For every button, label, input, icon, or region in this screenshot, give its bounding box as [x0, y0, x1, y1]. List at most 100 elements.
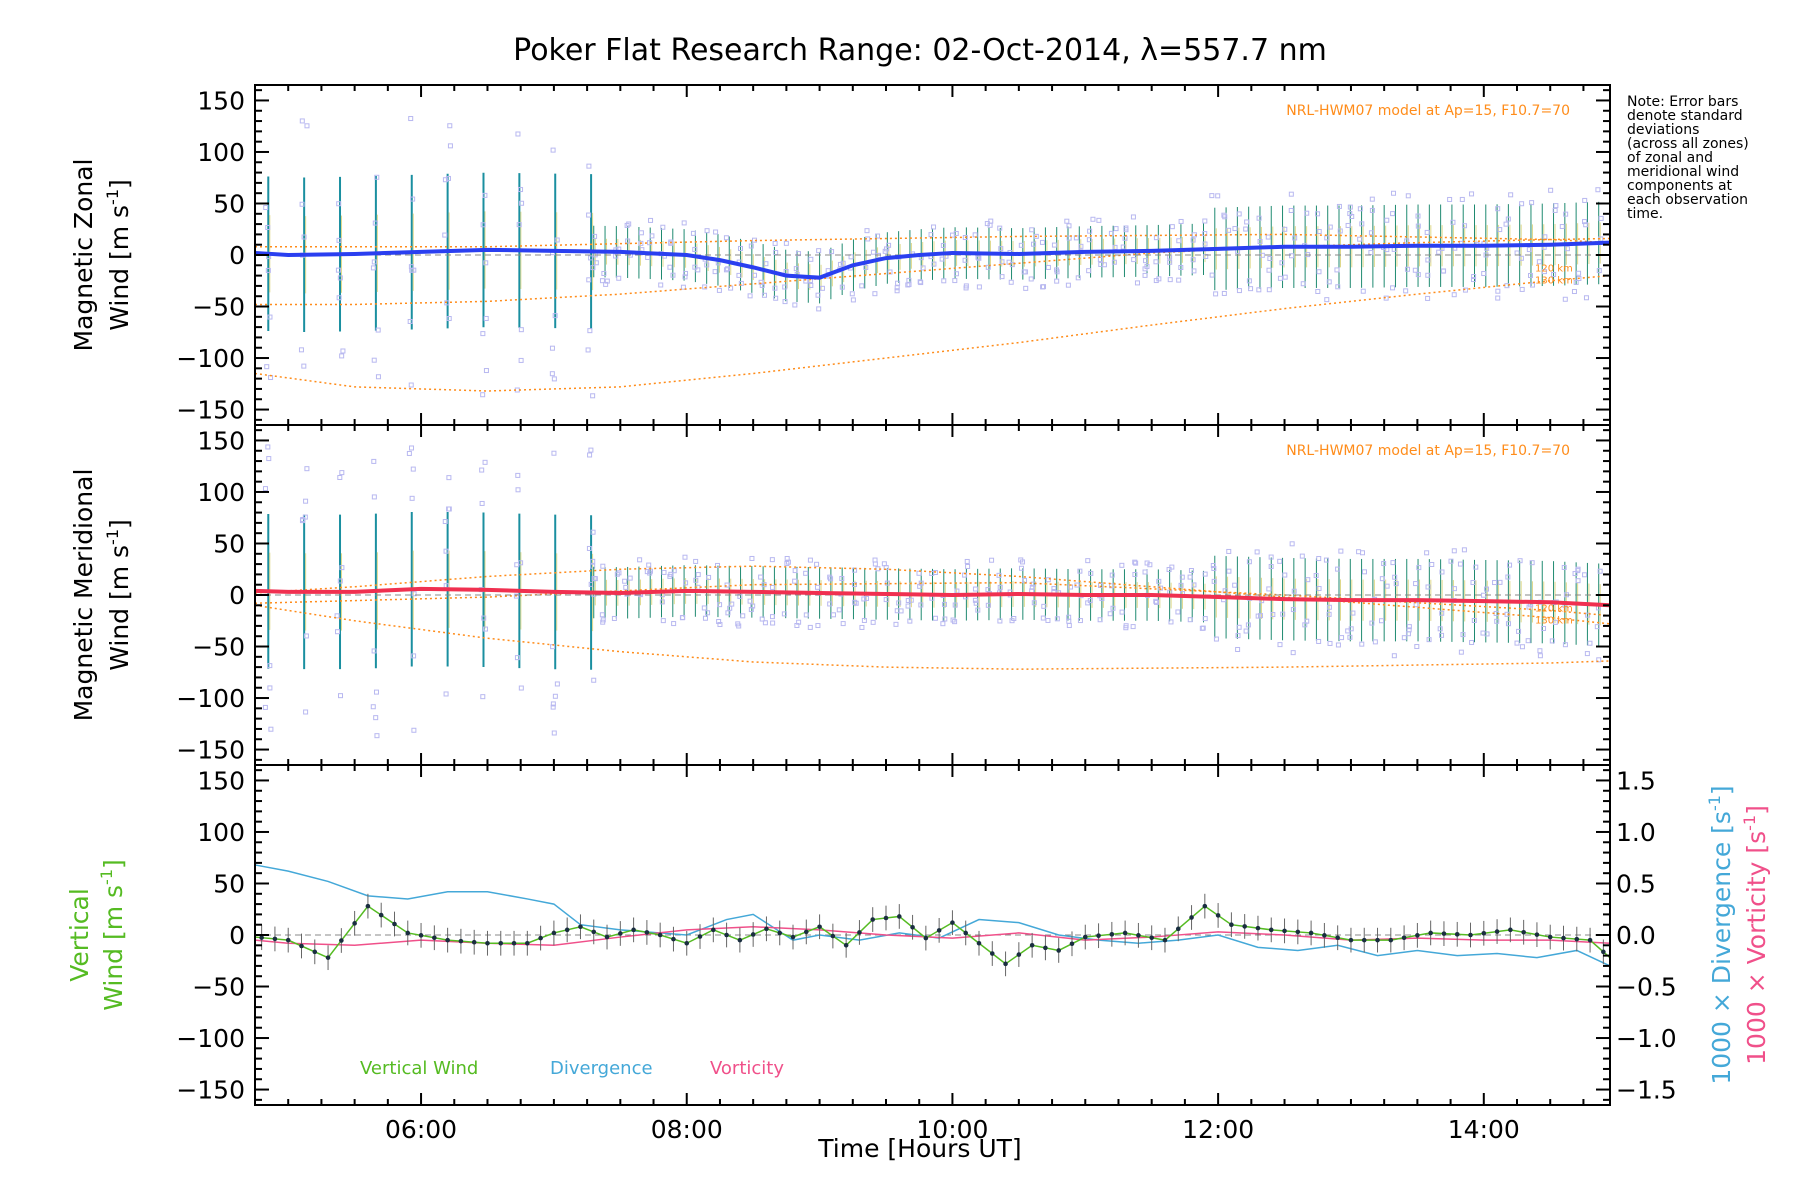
zone-sample-point	[1179, 574, 1185, 580]
zone-sample-point	[1097, 617, 1103, 623]
zone-sample-point	[1156, 276, 1162, 282]
zone-sample-point	[1199, 625, 1205, 631]
vertical-wind-point	[485, 940, 490, 946]
zone-sample-point	[1361, 569, 1367, 575]
zone-sample-point	[549, 345, 555, 351]
zone-sample-point	[781, 611, 787, 617]
zone-sample-point	[1040, 284, 1046, 290]
y-tick-label: −100	[176, 344, 245, 373]
zone-sample-point	[976, 255, 982, 261]
y-tick-label: 100	[197, 138, 245, 167]
zone-sample-point	[1368, 230, 1374, 236]
zone-sample-point	[1347, 204, 1353, 210]
zone-sample-point	[586, 163, 592, 169]
zone-sample-point	[713, 229, 719, 235]
zone-sample-point	[1597, 568, 1603, 574]
zone-sample-point	[996, 572, 1002, 578]
zone-sample-point	[1176, 277, 1182, 283]
zone-sample-point	[1215, 193, 1221, 199]
zone-sample-point	[446, 316, 452, 322]
zone-sample-point	[406, 450, 412, 456]
zone-sample-point	[898, 608, 904, 614]
zone-sample-point	[1096, 217, 1102, 223]
zone-sample-point	[586, 545, 592, 551]
legend-entry: Vorticity	[710, 1058, 784, 1079]
zone-sample-point	[1335, 284, 1341, 290]
zone-sample-point	[443, 548, 449, 554]
zone-sample-point	[551, 450, 557, 456]
zone-sample-point	[1537, 653, 1543, 659]
zone-sample-point	[586, 277, 592, 283]
zone-sample-point	[340, 348, 346, 354]
zone-sample-point	[1176, 238, 1182, 244]
zone-sample-point	[336, 201, 342, 207]
zone-sample-point	[264, 364, 270, 370]
y-axis-label-bracket: ]	[105, 519, 134, 529]
zone-sample-point	[592, 233, 598, 239]
zone-sample-point	[949, 232, 955, 238]
vertical-wind-point	[405, 930, 411, 936]
zone-sample-point	[515, 131, 521, 137]
zone-sample-point	[1292, 235, 1298, 241]
zone-sample-point	[1582, 219, 1588, 225]
model-curve	[255, 233, 1611, 248]
zone-sample-point	[268, 726, 274, 732]
zone-sample-point	[552, 693, 558, 699]
zone-sample-point	[1559, 224, 1565, 230]
zone-sample-point	[1202, 571, 1208, 577]
zone-sample-point	[905, 282, 911, 288]
y-tick-label: −50	[192, 973, 245, 1002]
zone-sample-point	[997, 225, 1003, 231]
zone-sample-point	[715, 562, 721, 568]
zone-sample-point	[1031, 241, 1037, 247]
zone-sample-point	[952, 619, 958, 625]
zone-sample-point	[1459, 196, 1465, 202]
zone-sample-point	[1134, 280, 1140, 286]
zone-sample-point	[1039, 239, 1045, 245]
y-axis-label-bracket: ]	[105, 179, 134, 189]
zone-sample-point	[1471, 274, 1477, 280]
zone-sample-point	[829, 249, 835, 255]
axes-layer	[254, 84, 1611, 1106]
zone-sample-point	[907, 618, 913, 624]
y-tick-label: 0	[229, 581, 245, 610]
vorticity-line	[254, 926, 1611, 947]
vertical-wind-point	[418, 933, 424, 938]
zone-sample-point	[1336, 203, 1342, 209]
zone-sample-point	[624, 222, 630, 228]
zone-sample-point	[1167, 277, 1173, 283]
zone-sample-point	[371, 259, 377, 265]
zone-sample-point	[335, 629, 341, 635]
zone-sample-point	[480, 694, 486, 700]
zone-sample-point	[1596, 268, 1602, 274]
zone-sample-point	[737, 593, 743, 599]
zone-sample-point	[906, 277, 912, 283]
zone-sample-point	[1077, 568, 1083, 574]
zone-sample-point	[1282, 274, 1288, 280]
zone-sample-point	[815, 292, 821, 298]
x-tick-label: 06:00	[385, 1115, 457, 1144]
zone-sample-point	[1142, 569, 1148, 575]
vertical-wind-point	[764, 926, 769, 932]
vertical-wind-point	[1043, 945, 1048, 951]
zone-sample-point	[482, 459, 488, 465]
zone-sample-point	[894, 285, 900, 291]
altitude-label: 130 km	[1535, 615, 1573, 626]
zone-sample-point	[1168, 619, 1174, 625]
zone-sample-point	[972, 586, 978, 592]
zone-sample-point	[816, 306, 822, 312]
zone-sample-point	[1424, 229, 1430, 235]
zone-sample-point	[998, 246, 1004, 252]
zone-sample-point	[1279, 260, 1285, 266]
zone-sample-point	[875, 233, 881, 239]
zone-sample-point	[894, 288, 900, 294]
zone-sample-point	[920, 265, 926, 271]
zone-sample-point	[752, 272, 758, 278]
zone-sample-point	[590, 393, 596, 399]
zone-sample-point	[616, 570, 622, 576]
zone-sample-point	[1300, 281, 1306, 287]
zone-sample-point	[723, 235, 729, 241]
zone-sample-point	[987, 222, 993, 228]
zone-sample-point	[1029, 227, 1035, 233]
zone-sample-point	[1097, 256, 1103, 262]
